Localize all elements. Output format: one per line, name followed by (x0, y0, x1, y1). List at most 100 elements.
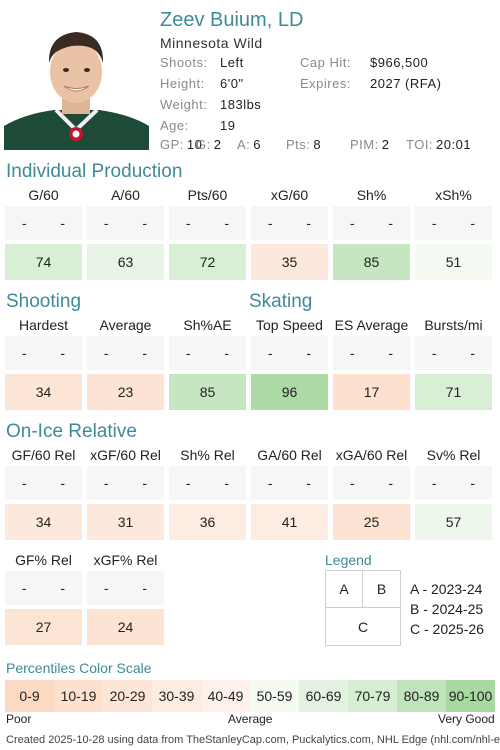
season-a-value: - (267, 345, 273, 361)
percentile-cell: 71 (415, 374, 492, 410)
legend-a-label: A (339, 581, 349, 597)
season-b-value: - (60, 580, 66, 596)
column-header: Sh%AE (183, 317, 232, 333)
season-a-value: - (267, 215, 273, 231)
scale-bin: 0-9 (5, 680, 54, 712)
scale-bin: 60-69 (299, 680, 348, 712)
stat-value: 2 (213, 137, 222, 152)
season-b-value: - (142, 475, 148, 491)
prior-seasons-row: -- (169, 336, 246, 370)
season-b-value: - (142, 345, 148, 361)
season-a-value: - (103, 215, 109, 231)
season-b-value: - (60, 215, 66, 231)
legend-item-a: A - 2023-24 (410, 581, 483, 597)
season-a-value: - (431, 345, 437, 361)
percentile-cell: 85 (169, 374, 246, 410)
column-header: xGF% Rel (93, 552, 158, 568)
scale-bin: 30-39 (152, 680, 201, 712)
stat-item: A: 6 (237, 137, 261, 152)
prior-seasons-row: -- (415, 466, 492, 500)
scale-bin: 50-59 (250, 680, 299, 712)
info-value: 183lbs (220, 97, 262, 112)
footer-credit: Created 2025-10-28 using data from TheSt… (6, 734, 500, 746)
season-b-value: - (470, 475, 476, 491)
season-b-value: - (388, 345, 394, 361)
column-header: A/60 (111, 187, 140, 203)
prior-seasons-row: -- (5, 466, 82, 500)
season-a-value: - (267, 475, 273, 491)
prior-seasons-row: -- (169, 206, 246, 240)
stat-value: 10 (186, 137, 203, 152)
percentile-cell: 34 (5, 504, 82, 540)
player-name: Zeev Buium, LD (160, 9, 304, 31)
season-b-value: - (224, 475, 230, 491)
column-header: Pts/60 (187, 187, 228, 203)
scale-bin: 70-79 (348, 680, 397, 712)
legend-c-label: C (357, 618, 369, 635)
info-label: Height: (160, 76, 205, 91)
scale-bin: 20-29 (103, 680, 152, 712)
column-header: Hardest (18, 317, 69, 333)
stat-label: PIM: (350, 137, 379, 152)
percentile-cell: 17 (333, 374, 410, 410)
prior-seasons-row: -- (333, 466, 410, 500)
stat-label: A: (237, 137, 251, 152)
legend-box: A B C (325, 570, 401, 646)
player-headshot (4, 18, 149, 150)
percentile-cell: 85 (333, 244, 410, 280)
legend-item-b: B - 2024-25 (410, 601, 484, 617)
scale-average-label: Average (228, 712, 273, 726)
season-b-value: - (470, 345, 476, 361)
prior-seasons-row: -- (251, 336, 328, 370)
prior-seasons-row: -- (5, 336, 82, 370)
legend-cell-b: B (363, 571, 400, 608)
column-header: Sh% (356, 187, 387, 203)
season-a-value: - (103, 580, 109, 596)
scale-bin: 80-89 (397, 680, 446, 712)
scale-bin: 40-49 (201, 680, 250, 712)
percentile-cell: 27 (5, 609, 82, 645)
column-header: xGA/60 Rel (335, 447, 408, 463)
column-header: Average (99, 317, 152, 333)
stat-label: GP: (160, 137, 184, 152)
column-header: Bursts/mi (424, 317, 483, 333)
column-header: xGF/60 Rel (90, 447, 161, 463)
season-a-value: - (349, 345, 355, 361)
percentile-cell: 74 (5, 244, 82, 280)
info-label: Age: (160, 118, 189, 133)
percentile-cell: 41 (251, 504, 328, 540)
column-header: Sv% Rel (426, 447, 481, 463)
percentile-cell: 51 (415, 244, 492, 280)
season-a-value: - (21, 215, 27, 231)
column-header: xG/60 (270, 187, 309, 203)
prior-seasons-row: -- (87, 571, 164, 605)
season-a-value: - (431, 475, 437, 491)
stat-item: GP: 10 (160, 137, 202, 152)
percentile-cell: 31 (87, 504, 164, 540)
team-name: Minnesota Wild (160, 35, 263, 51)
info-value: Left (220, 55, 244, 70)
season-b-value: - (224, 345, 230, 361)
column-header: Sh% Rel (180, 447, 235, 463)
percentile-cell: 72 (169, 244, 246, 280)
color-scale-bar: 0-9 10-19 20-29 30-39 40-49 50-59 60-69 70-79 80… (5, 680, 495, 712)
season-a-value: - (185, 475, 191, 491)
info-label: Weight: (160, 97, 208, 112)
stat-label: Pts: (286, 137, 311, 152)
column-header: ES Average (334, 317, 409, 333)
stats-line: GP: 10 G: 2 A: 6 Pts: 8 PIM: 2 TOI: 20:01 (160, 137, 490, 153)
season-b-value: - (388, 215, 394, 231)
percentile-cell: 35 (251, 244, 328, 280)
stat-item: TOI: 20:01 (406, 137, 471, 152)
prior-seasons-row: -- (251, 206, 328, 240)
scale-title: Percentiles Color Scale (6, 660, 152, 676)
season-a-value: - (21, 345, 27, 361)
prior-seasons-row: -- (333, 336, 410, 370)
stat-item: PIM: 2 (350, 137, 389, 152)
info-label-2: Cap Hit: (300, 55, 351, 70)
info-label: Shoots: (160, 55, 208, 70)
info-value: 19 (220, 118, 236, 133)
info-value-2: $966,500 (370, 55, 429, 70)
prior-seasons-row: -- (415, 336, 492, 370)
prior-seasons-row: -- (169, 466, 246, 500)
